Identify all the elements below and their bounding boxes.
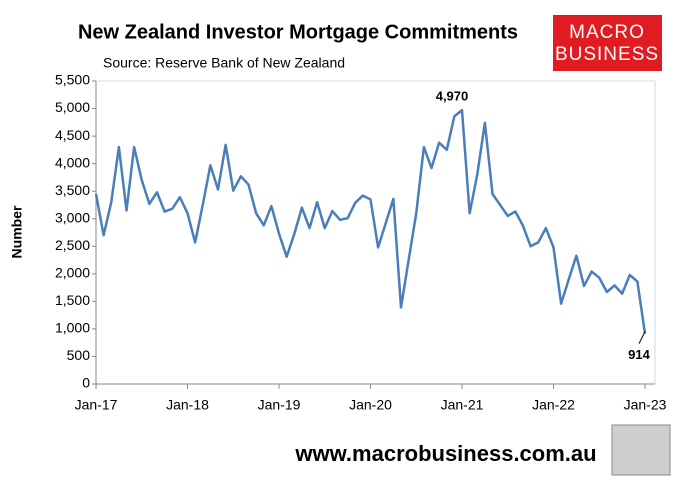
value-label: 914 — [628, 347, 650, 362]
y-tick-label: 1,000 — [55, 320, 90, 336]
x-tick-label: Jan-19 — [258, 397, 301, 413]
logo-image — [611, 424, 671, 476]
y-tick-label: 3,000 — [55, 209, 90, 225]
y-tick-label: 1,500 — [55, 292, 90, 308]
footer: www.macrobusiness.com.au — [294, 441, 596, 466]
y-tick-label: 2,000 — [55, 265, 90, 281]
x-tick-label: Jan-17 — [75, 397, 118, 413]
label-leader — [638, 331, 646, 344]
chart-title: New Zealand Investor Mortgage Commitment… — [78, 21, 518, 43]
y-axis-title: Number — [9, 205, 25, 258]
y-tick-label: 2,500 — [55, 237, 90, 253]
y-tick-label: 500 — [67, 347, 91, 363]
logo-text: MACRO — [569, 22, 645, 43]
x-tick-label: Jan-23 — [624, 397, 667, 413]
y-tick-label: 3,500 — [55, 182, 90, 198]
chart-subtitle: Source: Reserve Bank of New Zealand — [103, 55, 345, 71]
x-tick-label: Jan-21 — [441, 397, 484, 413]
data-line — [94, 108, 647, 334]
y-tick-label: 0 — [82, 375, 90, 391]
x-tick-label: Jan-22 — [532, 397, 575, 413]
x-tick-label: Jan-20 — [349, 397, 392, 413]
y-tick-label: 4,000 — [55, 154, 90, 170]
logo-text: BUSINESS — [555, 44, 659, 65]
y-tick-label: 4,500 — [55, 127, 90, 143]
logo-box — [553, 15, 662, 71]
value-label: 4,970 — [436, 89, 469, 104]
y-tick-label: 5,500 — [55, 72, 90, 88]
y-tick-label: 5,000 — [55, 99, 90, 115]
x-tick-label: Jan-18 — [166, 397, 209, 413]
